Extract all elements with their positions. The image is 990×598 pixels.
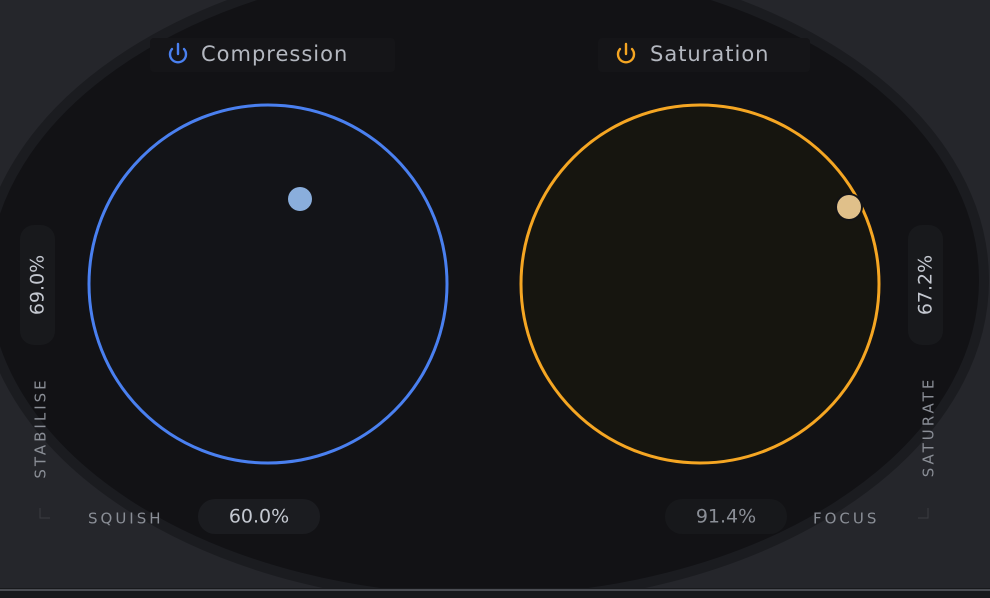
stabilise-label: STABILISE	[32, 377, 50, 478]
power-icon[interactable]	[616, 42, 636, 64]
compression-title: Compression	[201, 42, 348, 66]
saturate-label: SATURATE	[920, 377, 938, 478]
squish-value: 60.0%	[229, 506, 289, 528]
stabilise-pill[interactable]	[20, 225, 55, 345]
corner	[918, 508, 929, 519]
saturation-handle[interactable]	[837, 195, 861, 219]
compression-pad[interactable]	[87, 103, 449, 465]
saturation-title: Saturation	[650, 42, 769, 66]
saturate-value: 67.2%	[915, 255, 937, 315]
header-box	[150, 38, 395, 72]
squish-pill[interactable]	[198, 499, 320, 534]
saturation-pad[interactable]	[519, 103, 881, 465]
corner	[39, 508, 50, 519]
header-box	[598, 38, 810, 72]
squish-label: SQUISH	[88, 510, 164, 528]
bottom-bar	[0, 588, 990, 598]
saturate-pill[interactable]	[908, 225, 943, 345]
focus-pill[interactable]	[665, 499, 787, 534]
focus-label: FOCUS	[813, 510, 879, 528]
power-icon[interactable]	[168, 42, 188, 64]
compression-handle[interactable]	[288, 187, 312, 211]
focus-value: 91.4%	[696, 506, 756, 528]
stabilise-value: 69.0%	[27, 255, 49, 315]
